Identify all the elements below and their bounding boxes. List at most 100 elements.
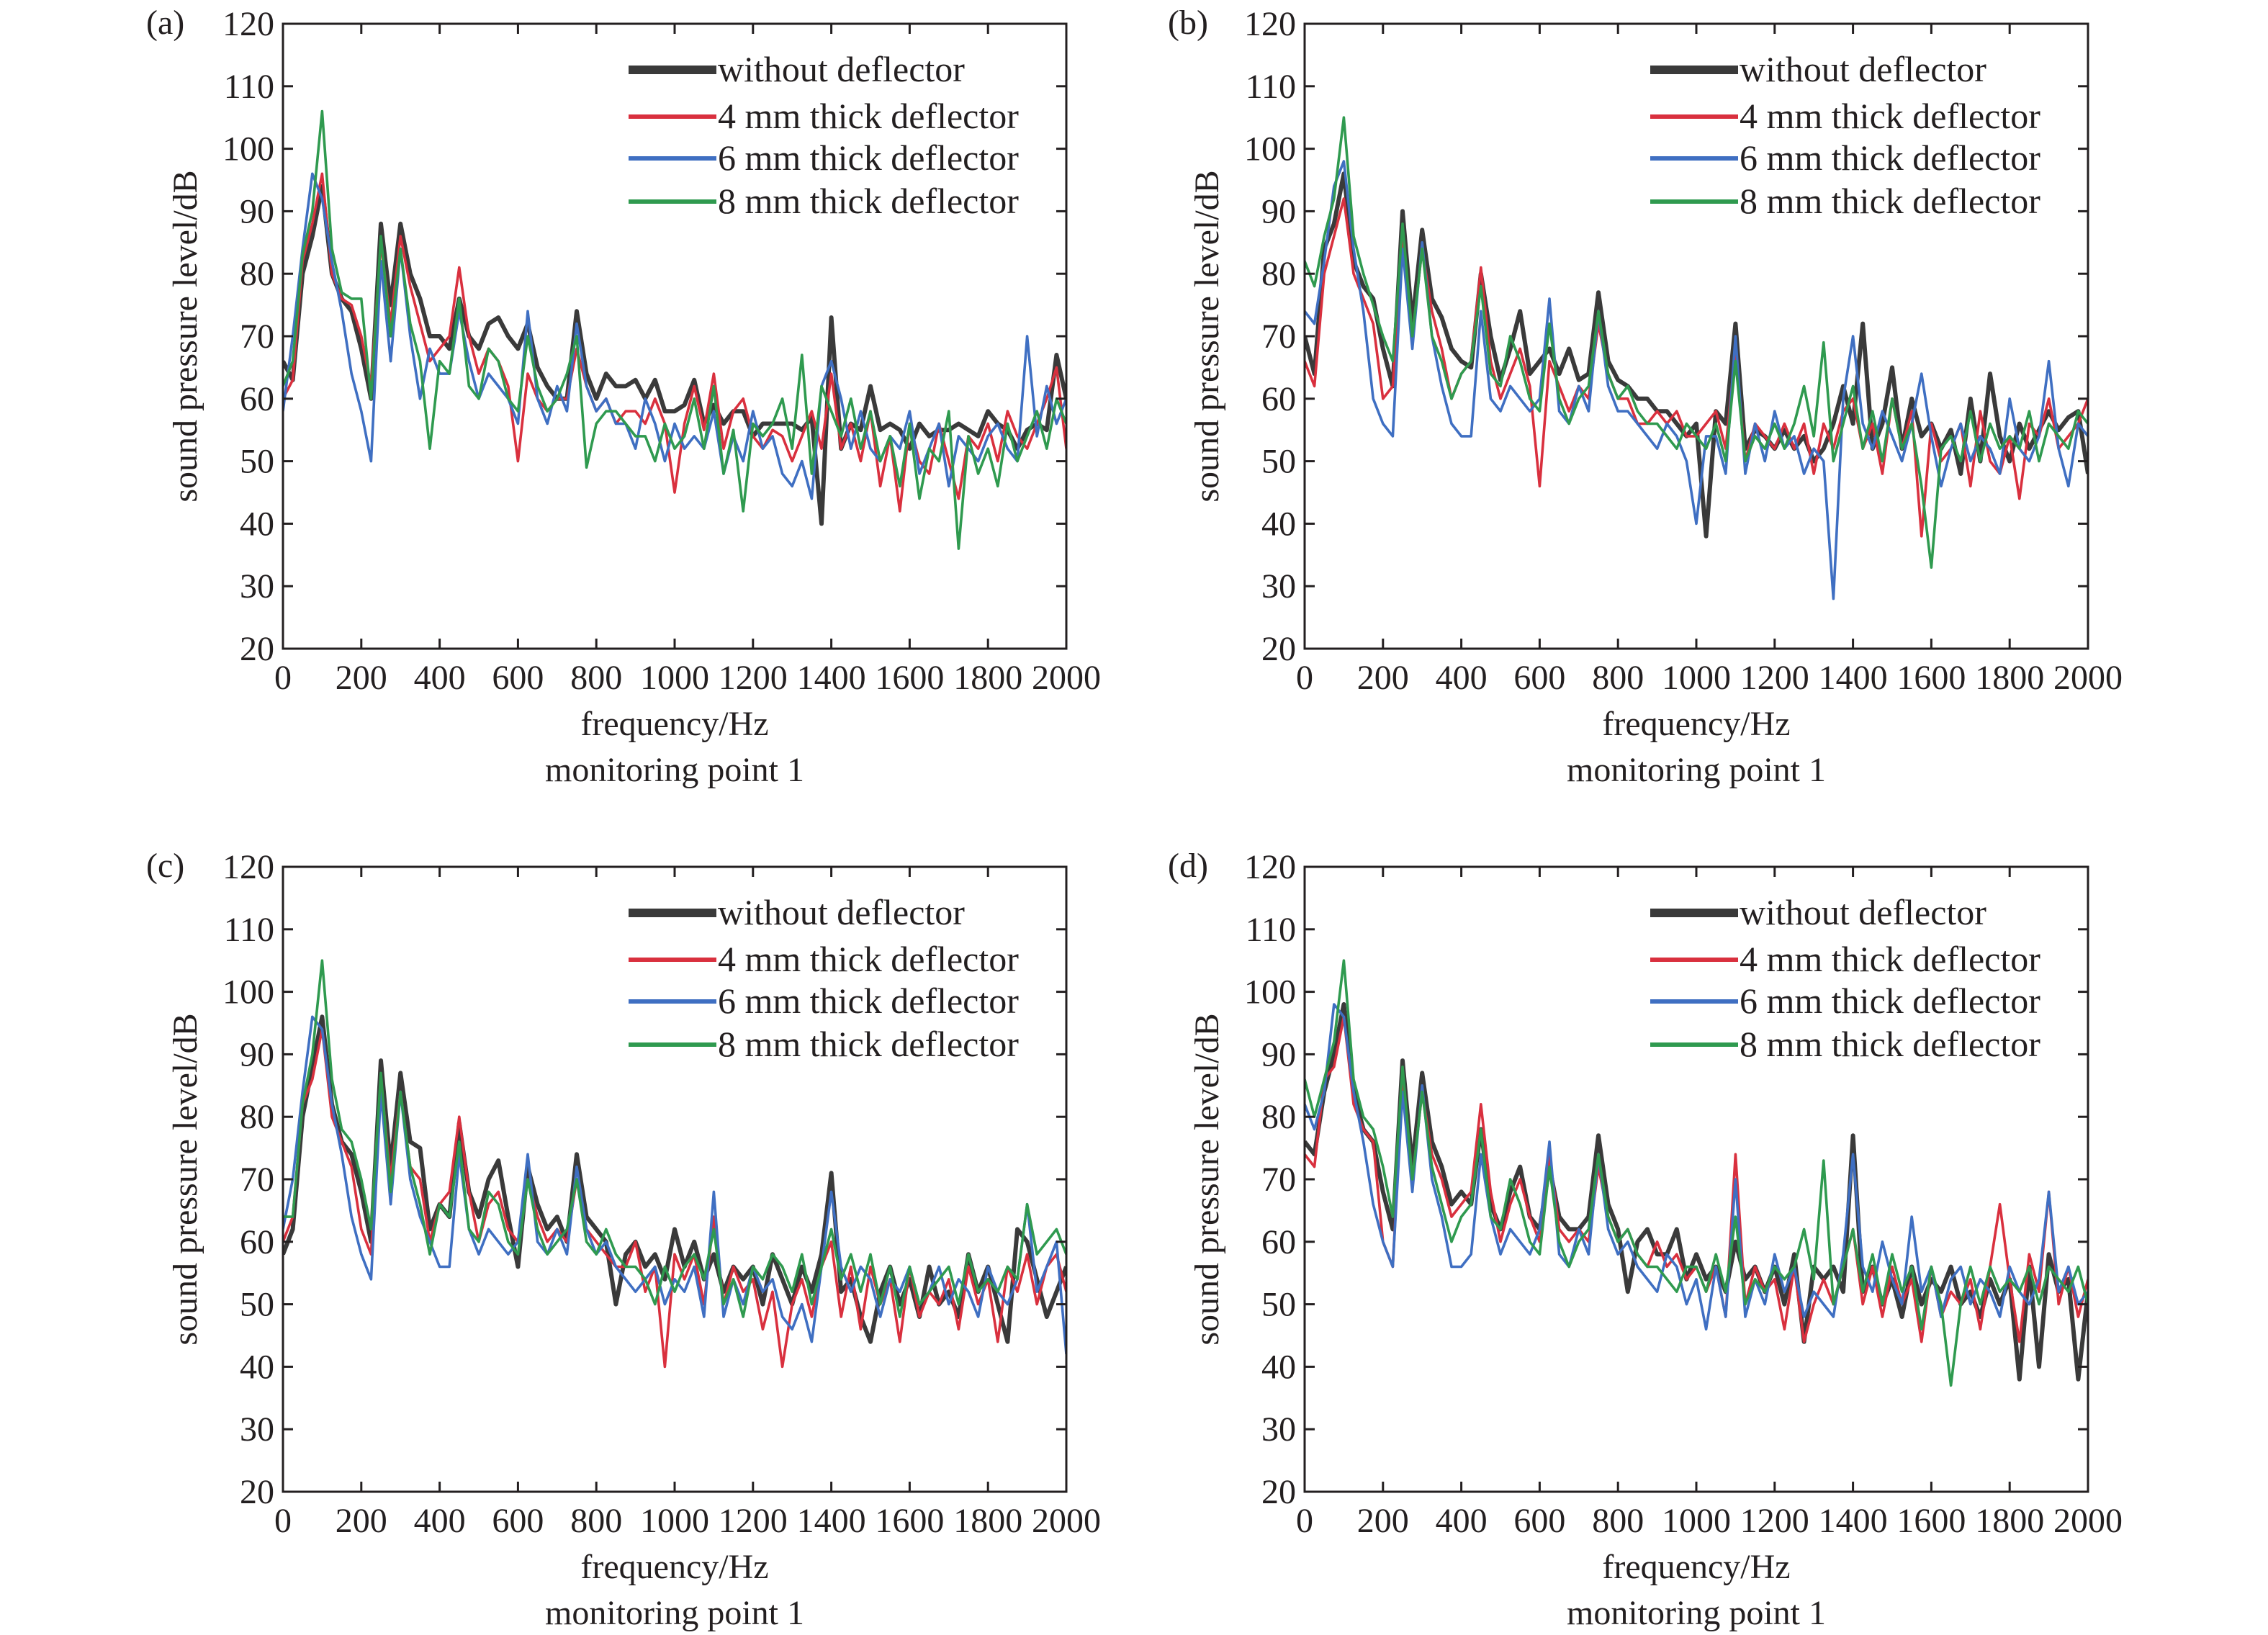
y-tick-label: 80 [240,1098,274,1136]
x-axis-label: frequency/Hz [1602,705,1790,743]
y-tick-label: 70 [1261,1161,1296,1199]
x-axis-label: frequency/Hz [1602,1548,1790,1586]
x-tick-label: 200 [1357,659,1409,697]
x-tick-label: 800 [570,1502,622,1540]
x-tick-label: 1400 [797,1502,866,1540]
y-tick-label: 80 [240,255,274,293]
legend-label-3: 8 mm thick deflector [718,1024,1019,1064]
x-axis-label: frequency/Hz [580,1548,768,1586]
x-tick-label: 0 [1296,659,1313,697]
y-axis-label: sound pressure level/dB [1188,170,1226,502]
series-line-3 [283,109,1066,550]
y-tick-label: 110 [1246,911,1296,949]
y-tick-label: 110 [224,68,274,106]
x-tick-label: 1600 [1896,659,1966,697]
y-tick-label: 40 [1261,505,1296,543]
y-tick-label: 110 [224,911,274,949]
y-tick-label: 20 [240,630,274,668]
y-tick-label: 120 [1244,848,1296,886]
y-tick-label: 40 [1261,1348,1296,1386]
panel-letter: (b) [1168,4,1208,42]
x-tick-label: 600 [492,659,544,697]
y-tick-label: 80 [1261,1098,1296,1136]
x-axis-label: frequency/Hz [580,705,768,743]
y-tick-label: 60 [1261,380,1296,418]
panel-caption: monitoring point 1 [545,1594,804,1632]
x-tick-label: 1200 [719,1502,788,1540]
x-tick-label: 600 [492,1502,544,1540]
x-tick-label: 1400 [1819,659,1888,697]
x-tick-label: 1400 [797,659,866,697]
y-tick-label: 70 [240,317,274,356]
legend-label-2: 6 mm thick deflector [718,138,1019,178]
series-line-2 [1305,1003,2088,1331]
x-tick-label: 200 [336,1502,387,1540]
x-tick-label: 1200 [1740,659,1809,697]
x-tick-label: 400 [1436,659,1488,697]
y-axis-label: sound pressure level/dB [166,170,204,502]
x-tick-label: 1800 [1975,1502,2044,1540]
x-tick-label: 0 [274,1502,292,1540]
y-tick-label: 20 [1261,1473,1296,1511]
x-tick-label: 400 [414,1502,466,1540]
y-tick-label: 70 [1261,317,1296,356]
y-tick-label: 40 [240,1348,274,1386]
x-tick-label: 1000 [1662,659,1731,697]
x-tick-label: 1400 [1819,1502,1888,1540]
legend-label-1: 4 mm thick deflector [718,96,1019,136]
panel-caption: monitoring point 1 [1567,1594,1826,1632]
series-line-3 [1305,959,2088,1387]
y-tick-label: 80 [1261,255,1296,293]
x-tick-label: 0 [274,659,292,697]
y-tick-label: 20 [1261,630,1296,668]
x-tick-label: 0 [1296,1502,1313,1540]
y-tick-label: 60 [240,380,274,418]
x-tick-label: 800 [1592,659,1644,697]
y-tick-label: 110 [1246,68,1296,106]
x-tick-label: 800 [570,659,622,697]
x-tick-label: 600 [1513,1502,1565,1540]
y-tick-label: 120 [222,5,274,43]
legend-label-1: 4 mm thick deflector [718,939,1019,979]
x-tick-label: 1800 [953,659,1022,697]
y-tick-label: 50 [1261,443,1296,481]
panel-letter: (c) [146,847,184,885]
y-tick-label: 40 [240,505,274,543]
x-tick-label: 1200 [1740,1502,1809,1540]
y-tick-label: 30 [1261,1410,1296,1449]
series-line-0 [1305,1002,2088,1382]
y-axis-label: sound pressure level/dB [1188,1013,1226,1345]
y-tick-label: 30 [1261,567,1296,605]
panel-caption: monitoring point 1 [545,751,804,789]
y-axis-label: sound pressure level/dB [166,1013,204,1345]
series-line-3 [1305,116,2088,569]
x-tick-label: 2000 [2053,1502,2123,1540]
x-tick-label: 2000 [1032,1502,1101,1540]
x-tick-label: 2000 [1032,659,1101,697]
legend-label-0: without deflector [1740,49,1986,89]
x-tick-label: 200 [336,659,387,697]
legend-label-0: without deflector [718,49,965,89]
x-tick-label: 1800 [953,1502,1022,1540]
series-line-1 [283,1027,1066,1369]
legend-label-0: without deflector [718,892,965,932]
series-line-0 [1305,171,2088,539]
y-tick-label: 20 [240,1473,274,1511]
y-tick-label: 60 [1261,1223,1296,1261]
panel-caption: monitoring point 1 [1567,751,1826,789]
y-tick-label: 90 [240,192,274,230]
x-tick-label: 400 [414,659,466,697]
legend-label-3: 8 mm thick deflector [718,181,1019,221]
x-tick-label: 1600 [1896,1502,1966,1540]
legend-label-1: 4 mm thick deflector [1740,96,2040,136]
y-tick-label: 100 [1244,130,1296,168]
y-tick-label: 60 [240,1223,274,1261]
legend-label-2: 6 mm thick deflector [1740,138,2040,178]
y-tick-label: 70 [240,1161,274,1199]
legend-label-2: 6 mm thick deflector [718,981,1019,1021]
series-line-2 [283,172,1066,500]
